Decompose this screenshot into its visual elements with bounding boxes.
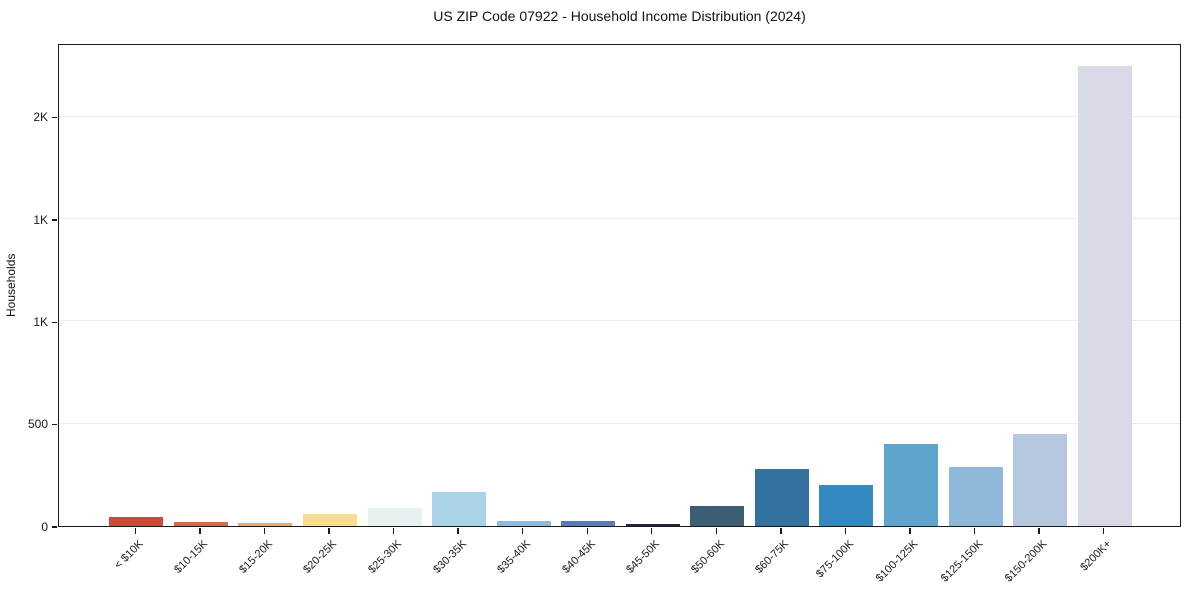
- x-tick-mark: [715, 528, 718, 534]
- x-tick-mark: [1038, 528, 1040, 534]
- x-tick-label: $15-20K: [236, 538, 275, 576]
- x-tick-mark: [521, 528, 524, 534]
- x-tick-label: $50-60K: [688, 538, 727, 576]
- gridline: [59, 320, 1180, 322]
- x-tick-mark: [392, 528, 395, 534]
- x-tick-mark: [909, 528, 911, 534]
- bar-$150-200K: [1013, 433, 1068, 526]
- x-tick-label: $25-30K: [366, 538, 405, 576]
- x-tick-mark: [844, 528, 847, 534]
- y-tick-mark: [52, 219, 57, 221]
- y-tick-label: 1K: [33, 212, 48, 227]
- bar-< $10K: [109, 516, 164, 526]
- bar-$125-150K: [948, 466, 1003, 526]
- x-tick-label: $100-125K: [873, 538, 921, 585]
- gridline: [59, 218, 1180, 220]
- y-tick-label: 500: [27, 417, 48, 432]
- x-tick-mark: [457, 528, 459, 534]
- x-tick-label: $10-15K: [172, 538, 211, 576]
- x-tick-label: $75-100K: [813, 538, 856, 581]
- x-tick-mark: [134, 528, 136, 534]
- bar-$35-40K: [496, 520, 551, 526]
- bar-$30-35K: [432, 492, 487, 526]
- x-tick-label: $20-25K: [301, 538, 340, 576]
- x-tick-mark: [328, 528, 330, 534]
- bar-$25-30K: [367, 507, 422, 526]
- x-tick-label: < $10K: [112, 538, 146, 572]
- x-tick-label: $45-50K: [624, 538, 663, 576]
- y-tick-mark: [52, 321, 57, 324]
- chart-title: US ZIP Code 07922 - Household Income Dis…: [433, 8, 806, 24]
- bar-$20-25K: [302, 513, 357, 526]
- x-tick-mark: [651, 528, 653, 534]
- bar-$200K+: [1077, 65, 1132, 526]
- gridline: [59, 115, 1180, 117]
- plot-area: [58, 44, 1181, 527]
- x-tick-mark: [780, 528, 782, 534]
- x-tick-mark: [586, 528, 588, 534]
- x-tick-mark: [1103, 528, 1105, 534]
- bar-$45-50K: [625, 523, 680, 526]
- bar-$100-125K: [884, 444, 939, 526]
- y-tick-label: 2K: [33, 110, 48, 125]
- x-tick-label: $125-150K: [938, 538, 986, 585]
- x-tick-label: $200K+: [1078, 538, 1115, 574]
- y-tick-mark: [52, 116, 57, 119]
- x-tick-label: $150-200K: [1003, 538, 1050, 585]
- y-tick-label: 1K: [33, 314, 48, 329]
- bar-$10-15K: [173, 521, 228, 526]
- y-tick-mark: [52, 423, 57, 426]
- bar-$75-100K: [819, 485, 874, 526]
- y-tick-label: 0: [41, 519, 48, 534]
- x-tick-mark: [199, 528, 201, 534]
- gridline: [59, 422, 1180, 424]
- x-tick-label: $60-75K: [753, 538, 792, 576]
- x-tick-label: $40-45K: [559, 538, 598, 576]
- x-tick-label: $30-35K: [430, 538, 469, 576]
- x-tick-mark: [263, 528, 266, 534]
- x-tick-mark: [973, 528, 976, 534]
- bar-$15-20K: [238, 522, 293, 526]
- bar-$60-75K: [754, 468, 809, 526]
- y-tick-mark: [52, 526, 57, 528]
- x-tick-label: $35-40K: [495, 538, 534, 576]
- bar-$50-60K: [690, 505, 745, 526]
- bar-$40-45K: [561, 520, 616, 526]
